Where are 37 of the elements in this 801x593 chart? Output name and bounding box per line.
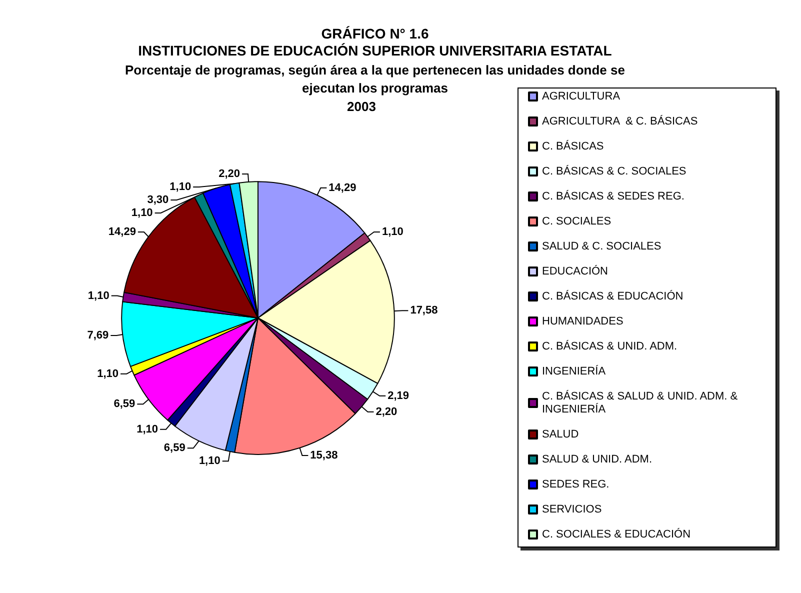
legend-label: SERVICIOS bbox=[542, 504, 602, 516]
text: 2003 bbox=[347, 99, 376, 114]
data-label: 6,59 bbox=[164, 442, 186, 454]
legend-label: C. SOCIALES bbox=[542, 216, 612, 228]
data-label: 1,10 bbox=[88, 290, 110, 302]
legend-label: C. BÁSICAS & SALUD & UNID. ADM. & INGENIERÍA bbox=[542, 390, 741, 416]
data-label: 1,10 bbox=[382, 226, 404, 238]
data-label: 7,69 bbox=[87, 330, 109, 342]
legend-label: HUMANIDADES bbox=[542, 316, 624, 328]
legend-label: C. BÁSICAS bbox=[542, 140, 604, 152]
data-label: 15,38 bbox=[310, 449, 338, 462]
data-label: 1,10 bbox=[131, 206, 153, 219]
data-label: 14,29 bbox=[108, 226, 136, 238]
data-label: 6,59 bbox=[114, 398, 136, 410]
legend-label: INGENIERÍA bbox=[542, 364, 606, 378]
legend-label: C. BÁSICAS & UNID. ADM. bbox=[542, 340, 678, 352]
data-label: 2,20 bbox=[376, 406, 398, 418]
legend-label: SALUD bbox=[542, 428, 579, 440]
data-label: 1,10 bbox=[198, 455, 220, 468]
data-label: 1,10 bbox=[136, 423, 158, 436]
legend-label: SALUD & C. SOCIALES bbox=[542, 240, 662, 252]
legend-label: C. BÁSICAS & SEDES REG. bbox=[542, 190, 684, 202]
legend-label: SALUD & UNID. ADM. bbox=[542, 454, 652, 466]
data-label: 1,10 bbox=[170, 180, 192, 193]
data-label: 3,30 bbox=[147, 194, 169, 206]
data-label: 14,29 bbox=[328, 182, 356, 194]
legend-label: C. SOCIALES & EDUCACIÓN bbox=[542, 528, 691, 540]
legend-label: EDUCACIÓN bbox=[542, 264, 608, 278]
legend-label: C. BÁSICAS & EDUCACIÓN bbox=[542, 290, 684, 302]
data-label: 1,10 bbox=[97, 368, 119, 380]
chart-title: GRÁFICO N° 1.6 INSTITUCIONES DE EDUCACIÓN SUPERIOR UNIVERSITARIA ESTATAL bbox=[138, 26, 612, 58]
data-label: 2,20 bbox=[218, 168, 240, 180]
legend-label: SEDES REG. bbox=[542, 478, 610, 490]
data-label: 17,58 bbox=[410, 304, 438, 317]
data-label: 2,19 bbox=[388, 390, 410, 402]
legend-label: C. BÁSICAS & C. SOCIALES bbox=[542, 164, 686, 178]
legend-label: AGRICULTURA & C. BÁSICAS bbox=[542, 114, 698, 128]
